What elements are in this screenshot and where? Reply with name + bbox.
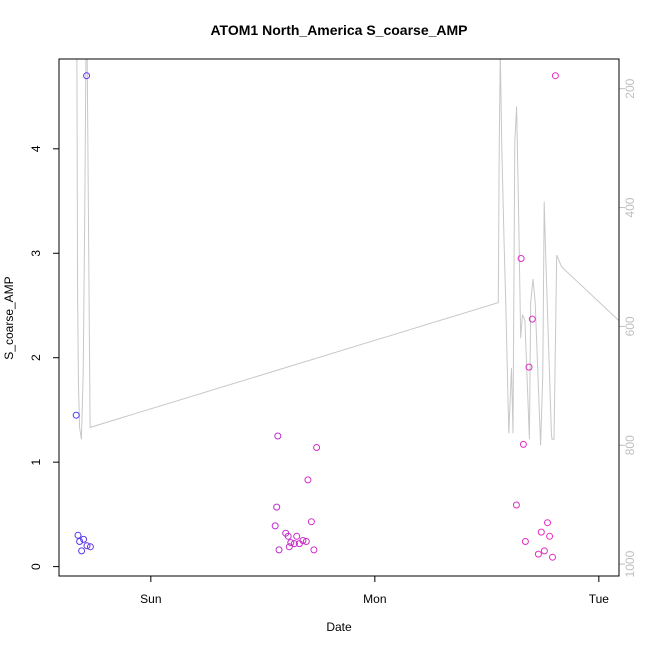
plot-frame (58, 58, 620, 577)
data-point (76, 538, 84, 545)
data-point (83, 542, 91, 550)
data-point (287, 539, 295, 547)
data-point (546, 532, 554, 540)
x-axis-label: Date (326, 620, 352, 634)
data-point (544, 519, 551, 527)
data-point (86, 543, 94, 551)
y-tick-label: 2 (29, 354, 43, 361)
data-point (512, 501, 520, 509)
y2-tick-label: 600 (623, 316, 637, 336)
data-point (80, 535, 88, 543)
data-point (540, 547, 548, 555)
y2-tick-label: 200 (623, 78, 637, 98)
data-point (528, 315, 536, 323)
data-point (83, 72, 91, 80)
data-point (74, 531, 82, 539)
y-tick-label: 3 (29, 250, 43, 257)
chart-title: ATOM1 North_America S_coarse_AMP (210, 22, 467, 38)
data-point (534, 550, 542, 558)
data-point (537, 528, 545, 536)
data-point (290, 540, 298, 548)
y-tick-label: 1 (29, 458, 43, 465)
data-point (284, 532, 292, 540)
data-point (302, 538, 310, 545)
data-point (78, 547, 86, 555)
data-point (313, 444, 321, 451)
data-point (271, 522, 279, 530)
y-tick-label: 4 (29, 145, 43, 152)
data-point (549, 553, 556, 561)
secondary-series-line (76, 59, 619, 446)
data-point (519, 440, 527, 448)
y2-tick-label: 1000 (623, 550, 637, 577)
data-point (72, 411, 80, 419)
data-point (285, 543, 293, 551)
data-point (551, 72, 559, 80)
y-axis-label: S_coarse_AMP (2, 276, 16, 359)
data-point (275, 546, 283, 554)
data-point (304, 476, 312, 484)
data-point (307, 518, 315, 526)
data-point (310, 546, 318, 554)
data-point (299, 537, 307, 544)
y2-tick-label: 800 (623, 435, 637, 455)
data-point (517, 255, 525, 262)
y-tick-label: 0 (29, 563, 43, 570)
data-point (274, 432, 282, 440)
data-point (273, 503, 281, 511)
x-tick-label: Mon (363, 592, 386, 606)
data-point (293, 532, 301, 540)
x-tick-label: Sun (140, 592, 161, 606)
y2-tick-label: 400 (623, 197, 637, 217)
data-point (521, 538, 529, 545)
data-point (525, 363, 533, 371)
x-tick-label: Tue (589, 592, 610, 606)
